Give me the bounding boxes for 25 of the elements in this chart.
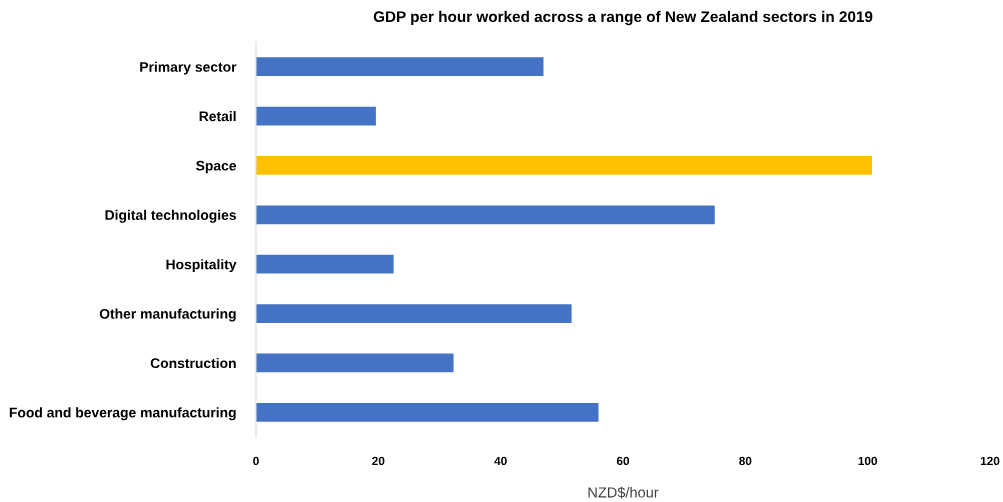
bar <box>256 304 572 323</box>
y-tick-label: Digital technologies <box>105 209 236 223</box>
y-tick-label: Other manufacturing <box>99 308 236 322</box>
bar <box>256 353 454 373</box>
x-tick-label: 120 <box>980 456 1000 466</box>
x-tick-label: 20 <box>372 456 385 466</box>
bar <box>256 254 394 274</box>
bar <box>256 402 599 422</box>
x-tick-label: 0 <box>253 456 259 466</box>
bar <box>256 106 376 126</box>
x-tick-label: 60 <box>616 456 630 466</box>
bar <box>256 57 544 77</box>
x-axis-title: NZD$/hour <box>588 486 659 499</box>
bar <box>256 156 872 175</box>
y-tick-label: Space <box>196 160 237 174</box>
y-tick-label: Construction <box>150 357 236 369</box>
chart-title: GDP per hour worked across a range of New Zealand sectors in 2019 <box>373 10 873 26</box>
x-tick-label: 40 <box>494 456 507 466</box>
x-tick-label: 100 <box>858 456 878 466</box>
x-tick-label: 80 <box>739 456 752 466</box>
y-tick-label: Hospitality <box>166 259 237 273</box>
y-tick-label: Food and beverage manufacturing <box>9 407 236 421</box>
bar <box>256 205 715 225</box>
y-tick-label: Primary sector <box>140 61 237 75</box>
y-tick-label: Retail <box>199 111 236 122</box>
